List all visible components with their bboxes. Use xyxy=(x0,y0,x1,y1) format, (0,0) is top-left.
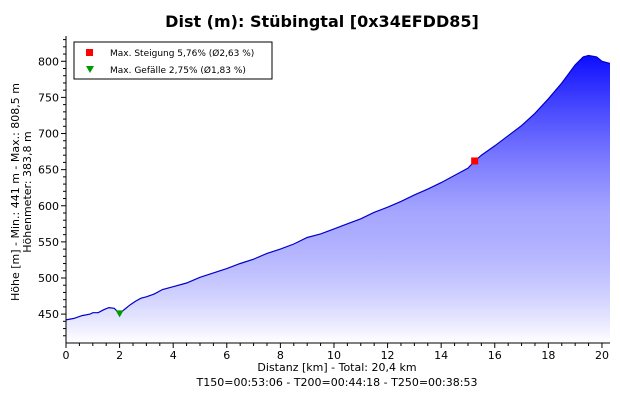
y-tick-label: 550 xyxy=(38,236,59,249)
legend: Max. Steigung 5,76% (Ø2,63 %) Max. Gefäl… xyxy=(73,41,273,80)
x-axis-label: Distanz [km] - Total: 20,4 km xyxy=(257,361,416,374)
x-tick-label: 12 xyxy=(381,349,395,362)
y-tick-label: 700 xyxy=(38,128,59,141)
legend-marker-triangle xyxy=(86,66,94,73)
chart-title: Dist (m): Stübingtal [0x34EFDD85] xyxy=(165,12,479,31)
legend-label-max-descent: Max. Gefälle 2,75% (Ø1,83 %) xyxy=(110,65,246,76)
x-tick-label: 4 xyxy=(170,349,177,362)
max-climb-marker xyxy=(471,157,479,165)
legend-label-max-climb: Max. Steigung 5,76% (Ø2,63 %) xyxy=(110,48,254,59)
y-tick-label: 500 xyxy=(38,272,59,285)
y-axis-label-line-2: Höhenmeter: 383,8 m xyxy=(21,131,34,253)
y-tick-label: 800 xyxy=(38,55,59,68)
timing-footer: T150=00:53:06 - T200=00:44:18 - T250=00:… xyxy=(196,376,478,389)
x-tick-label: 2 xyxy=(116,349,123,362)
y-tick-label: 600 xyxy=(38,200,59,213)
y-axis-label-line-1: Höhe [m] - Min.: 441 m - Max.: 808,5 m xyxy=(9,83,22,301)
y-tick-label: 750 xyxy=(38,91,59,104)
x-tick-label: 10 xyxy=(327,349,341,362)
x-tick-label: 16 xyxy=(488,349,502,362)
x-tick-label: 6 xyxy=(223,349,230,362)
y-tick-label: 650 xyxy=(38,164,59,177)
axes: 0 2 4 6 8 10 12 14 16 18 20 450 500 550 600 650 700 750 80… xyxy=(38,36,610,362)
y-tick-label: 450 xyxy=(38,308,59,321)
x-tick-label: 14 xyxy=(434,349,448,362)
x-tick-label: 18 xyxy=(541,349,555,362)
plot-area xyxy=(65,54,611,343)
x-tick-label: 8 xyxy=(277,349,284,362)
legend-box xyxy=(73,41,273,80)
max-descent-marker xyxy=(115,310,124,318)
elevation-area xyxy=(66,55,610,343)
legend-marker-square xyxy=(86,49,93,56)
x-tick-label: 20 xyxy=(595,349,609,362)
y-axis-label: Höhe [m] - Min.: 441 m - Max.: 808,5 m H… xyxy=(9,83,34,301)
x-tick-label: 0 xyxy=(63,349,70,362)
